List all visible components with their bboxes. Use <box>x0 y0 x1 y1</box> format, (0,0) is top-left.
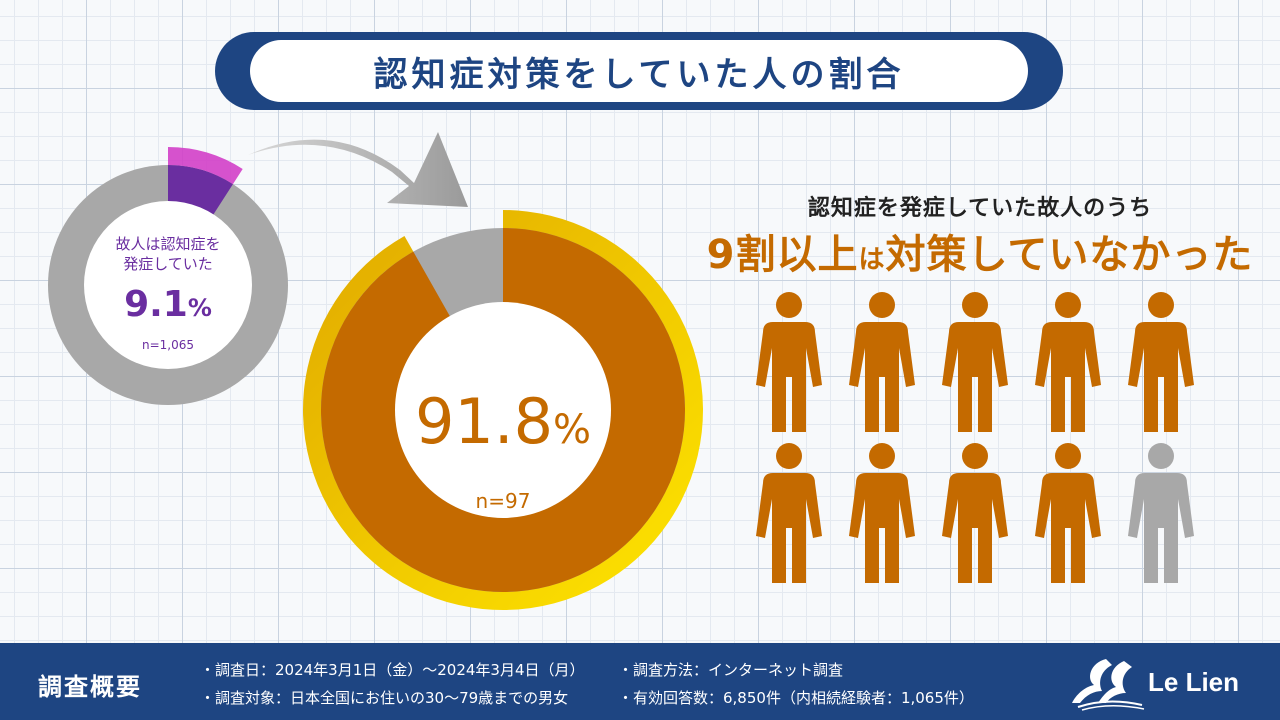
pictogram <box>756 292 1194 583</box>
survey-footer: 調査概要 ・調査日：2024年3月1日（金）〜2024年3月4日（月） ・調査方… <box>0 643 1280 720</box>
small-donut-n: n=1,065 <box>142 338 194 352</box>
title-banner: 認知症対策をしていた人の割合 <box>215 32 1063 110</box>
person-icon <box>849 443 915 583</box>
page-title: 認知症対策をしていた人の割合 <box>250 40 1028 102</box>
big-donut: 91.8% n=97 <box>302 210 703 610</box>
person-icon <box>756 292 822 432</box>
big-donut-value: 91.8% <box>415 385 591 458</box>
person-icon <box>1128 292 1194 432</box>
big-donut-hole <box>395 302 611 518</box>
person-icon <box>1035 443 1101 583</box>
headline-part2: は <box>858 245 886 275</box>
person-icon <box>1128 443 1194 583</box>
footer-target: ・調査対象：日本全国にお住いの30〜79歳までの男女 <box>200 689 569 707</box>
small-donut-highlight-slice <box>168 147 243 185</box>
footer-responses: ・有効回答数：6,850件（内相続経験者：1,065件） <box>618 689 974 707</box>
footer-date: ・調査日：2024年3月1日（金）〜2024年3月4日（月） <box>200 661 585 679</box>
footer-label: 調査概要 <box>38 673 142 701</box>
headline-main: 9割以上は対策していなかった <box>700 222 1260 280</box>
person-icon <box>942 443 1008 583</box>
logo-icon <box>1072 659 1145 711</box>
arrow-icon <box>248 132 468 207</box>
headline-sub: 認知症を発症していた故人のうち <box>807 196 1153 221</box>
big-donut-n: n=97 <box>476 489 531 513</box>
small-donut-label-2: 発症していた <box>123 255 213 273</box>
logo-text: Le Lien <box>1148 667 1240 697</box>
person-icon <box>942 292 1008 432</box>
headline-part3: 対策していなかった <box>885 232 1254 278</box>
headline-part1: 9割以上 <box>706 232 859 278</box>
small-donut-hole <box>84 201 252 369</box>
chart-svg: 故人は認知症を 発症していた 9.1% n=1,065 91.8% n=97 <box>48 132 1194 610</box>
small-donut: 故人は認知症を 発症していた 9.1% n=1,065 <box>48 147 288 405</box>
person-icon <box>1035 292 1101 432</box>
small-donut-label-1: 故人は認知症を <box>115 235 220 253</box>
footer-method: ・調査方法：インターネット調査 <box>618 661 844 679</box>
small-donut-value: 9.1% <box>124 284 212 325</box>
person-icon <box>849 292 915 432</box>
person-icon <box>756 443 822 583</box>
